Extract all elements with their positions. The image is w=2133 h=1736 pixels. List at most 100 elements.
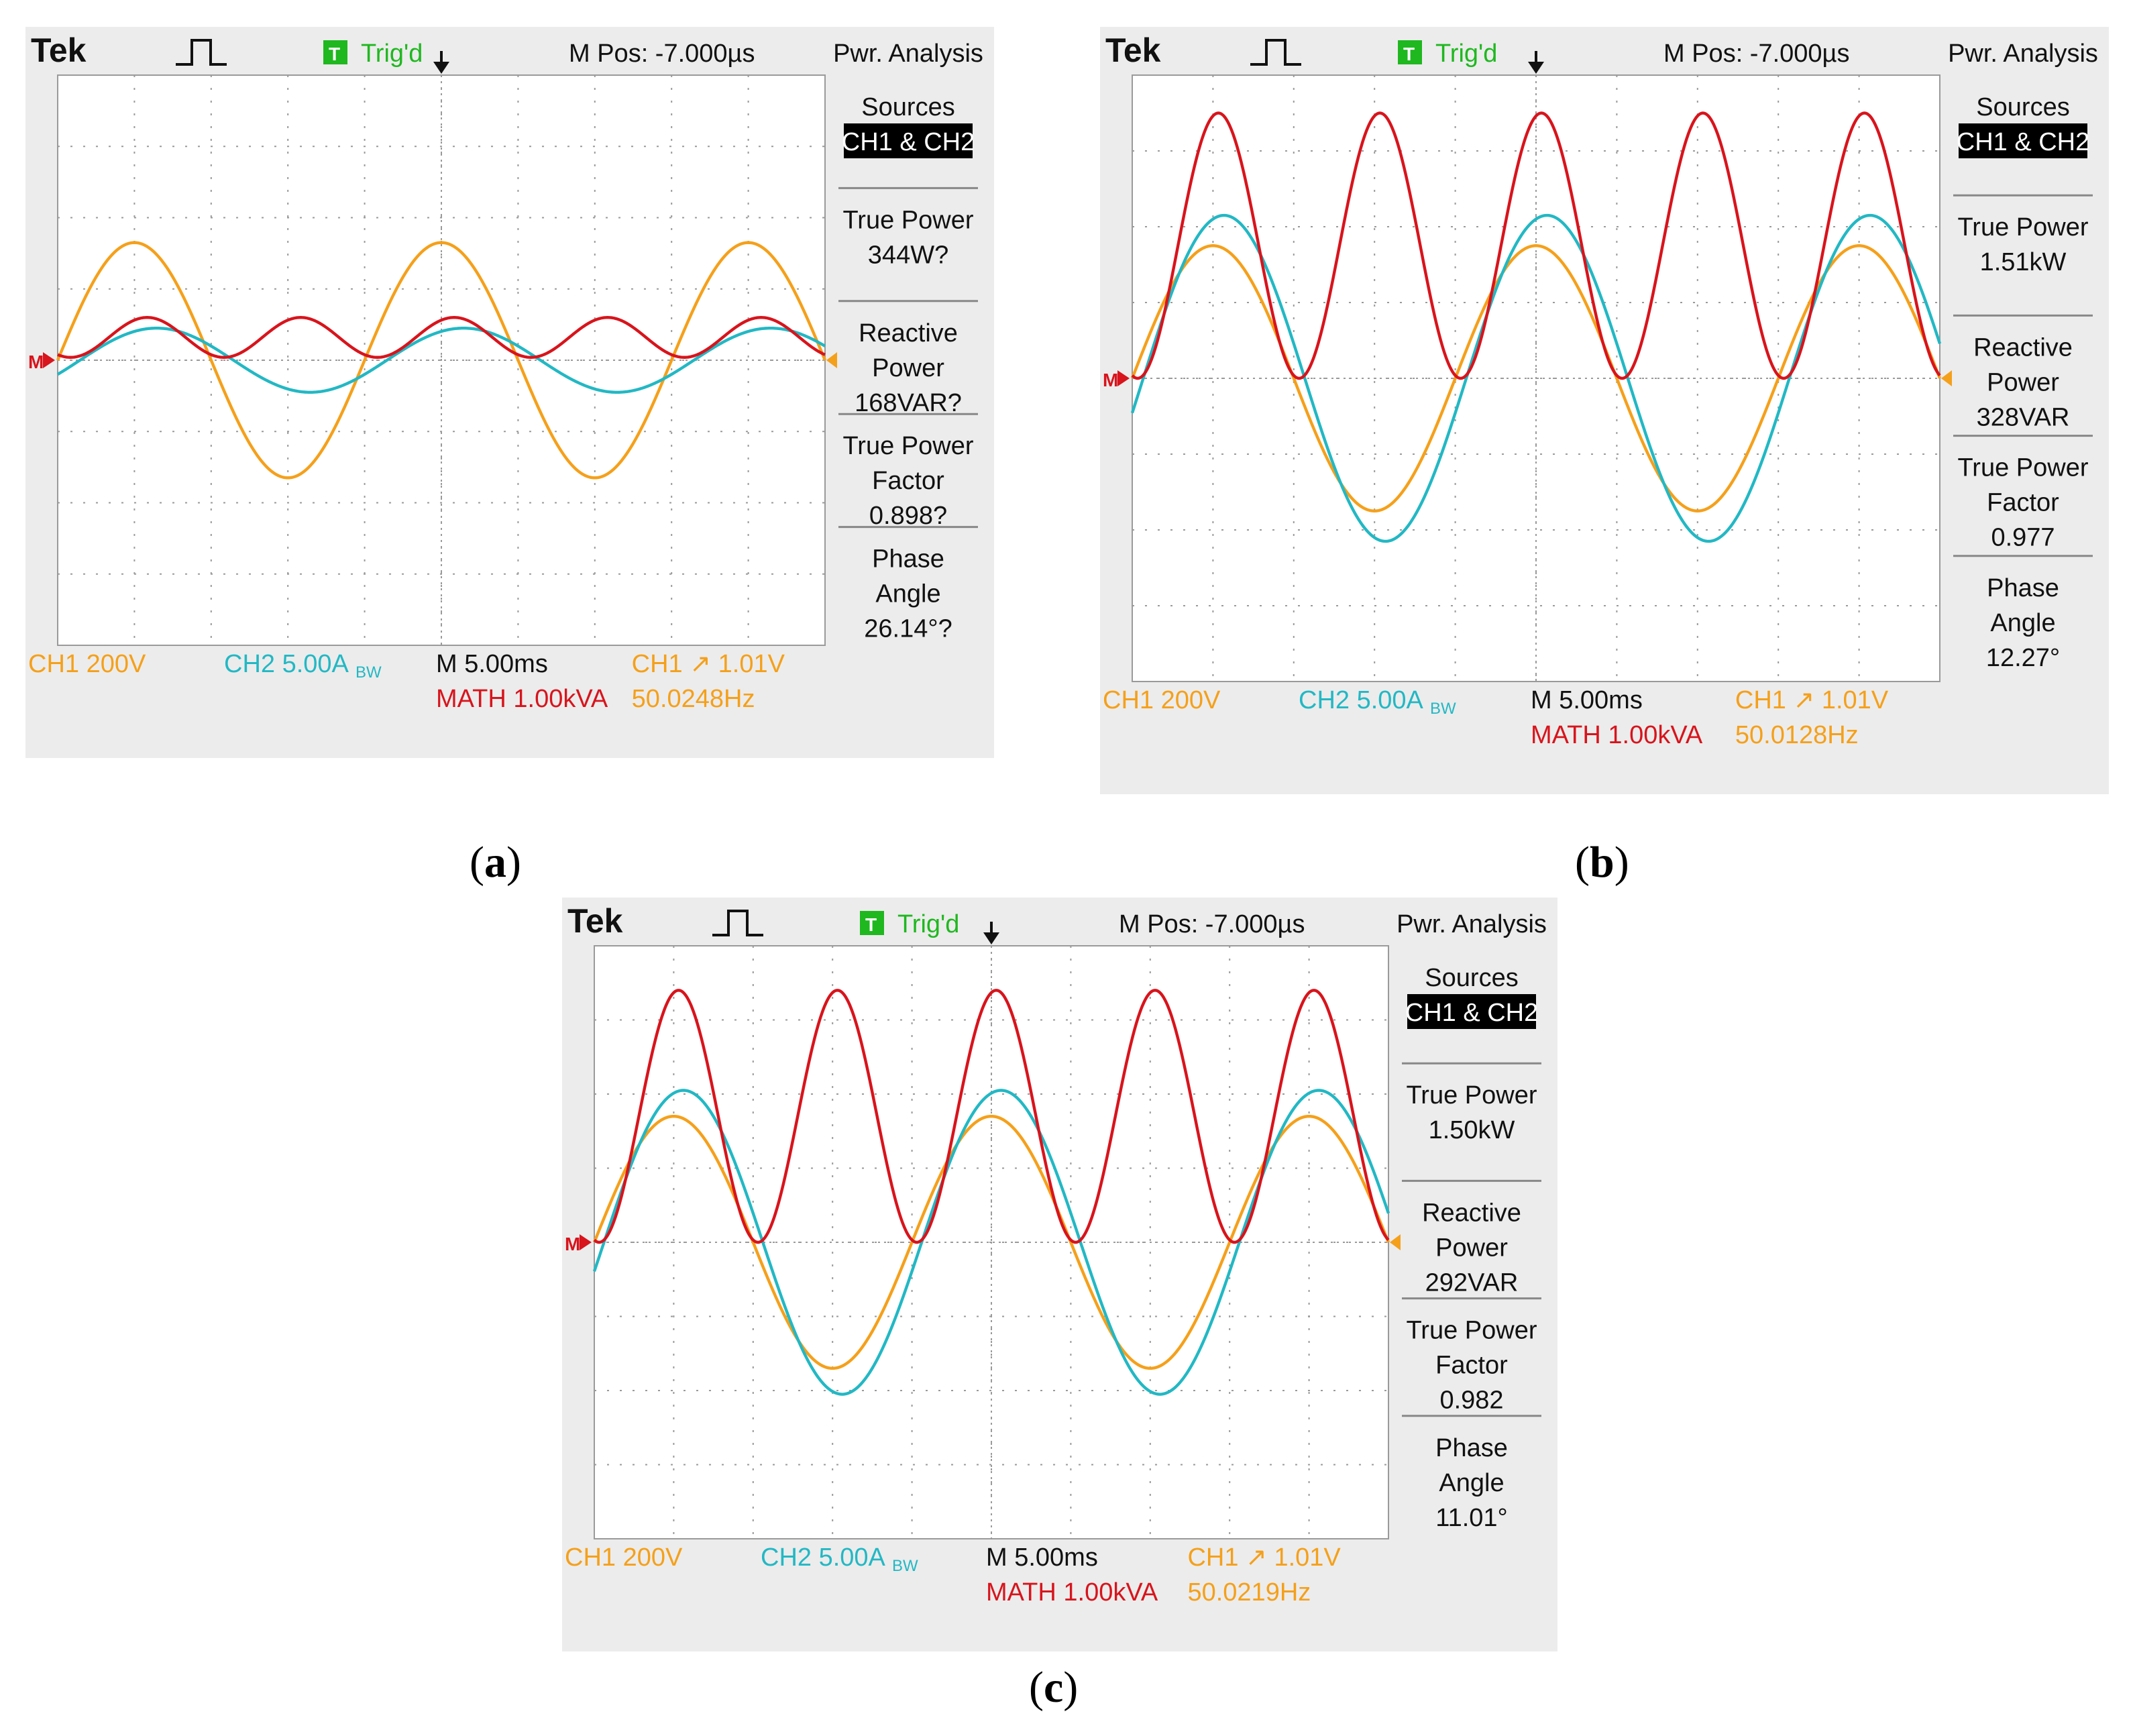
menu-title: Pwr. Analysis (1948, 40, 2098, 68)
menu-item-text: Sources (1425, 964, 1518, 992)
trigger-level-marker (826, 352, 837, 368)
menu-item-text: Power (1987, 368, 2059, 396)
sources-highlight-text: CH1 & CH2 (842, 128, 975, 156)
menu-title: Pwr. Analysis (833, 40, 983, 68)
menu-item-text: 0.898? (869, 502, 947, 530)
brand-logo: Tek (567, 902, 623, 940)
ground-marker (580, 1234, 592, 1250)
ch1-scale-readout: CH1 200V (28, 650, 146, 678)
menu-item-text: Angle (1990, 609, 2055, 637)
menu-item-text: Reactive (1973, 333, 2073, 362)
menu-item-text: Angle (875, 580, 940, 608)
menu-item-text: True Power (843, 432, 974, 460)
math-scale-readout: MATH 1.00kVA (436, 685, 608, 713)
trigger-readout: CH1 ↗ 1.01V (632, 650, 785, 678)
menu-item-text: True Power (1407, 1081, 1537, 1109)
menu-item-text: 12.27° (1986, 644, 2060, 672)
menu-item-text: Factor (1435, 1352, 1508, 1380)
menu-item-text: 0.982 (1439, 1387, 1503, 1415)
timebase-readout: M 5.00ms (1531, 686, 1643, 714)
menu-item-text: Factor (1987, 489, 2059, 517)
ch2-bandwidth-flag: BW (356, 663, 382, 682)
trig-icon-letter: T (1403, 44, 1415, 64)
trig-status: Trig'd (361, 40, 423, 68)
scope-screen-b: Tek T Trig'd M Pos: -7.000µs Pwr. Analysis M S… (1103, 32, 2098, 749)
trig-status-icon (1398, 40, 1422, 64)
brand-logo: Tek (31, 32, 87, 69)
trig-status: Trig'd (1435, 40, 1497, 68)
menu-item-text: Reactive (1422, 1199, 1521, 1227)
math-ground-label: M (565, 1234, 580, 1254)
caption-a: (a) (470, 838, 521, 887)
frequency-readout: 50.0248Hz (632, 685, 755, 713)
ch1-waveform (1130, 244, 1942, 512)
menu-item-text: Angle (1439, 1469, 1504, 1497)
mpos-readout: M Pos: -7.000µs (1663, 40, 1849, 68)
scope-panel-b: Tek T Trig'd M Pos: -7.000µs Pwr. Analysis M S… (1100, 27, 2109, 794)
menu-item-text: 1.51kW (1980, 248, 2067, 276)
menu-title: Pwr. Analysis (1397, 910, 1547, 938)
ground-marker (1117, 370, 1130, 386)
menu-item-text: 11.01° (1435, 1504, 1507, 1532)
mpos-readout: M Pos: -7.000µs (569, 40, 755, 68)
trig-status-icon (860, 911, 884, 935)
frequency-readout: 50.0219Hz (1187, 1578, 1311, 1607)
caption-c: (c) (1029, 1663, 1079, 1712)
menu-item-text: 26.14°? (864, 615, 952, 643)
menu-item-text: True Power (1958, 213, 2089, 241)
trig-icon-letter: T (329, 44, 340, 64)
mpos-readout: M Pos: -7.000µs (1119, 910, 1305, 938)
math-scale-readout: MATH 1.00kVA (1531, 721, 1703, 749)
math-waveform (1131, 111, 1941, 380)
menu-item-text: 344W? (868, 241, 948, 269)
menu-item-text: 328VAR (1977, 403, 2070, 431)
sources-highlight-box (1959, 123, 2087, 158)
menu-item-text: True Power (1958, 454, 2089, 482)
timebase-readout: M 5.00ms (986, 1543, 1098, 1572)
menu-item-text: Power (1435, 1234, 1508, 1262)
trig-icon-letter: T (865, 914, 877, 935)
math-waveform (593, 989, 1390, 1244)
trigger-position-marker (1528, 62, 1544, 74)
scope-screen-a: Tek T Trig'd M Pos: -7.000µs Pwr. Analysis M S… (28, 32, 983, 713)
menu-item-text: Reactive (859, 319, 958, 347)
menu-item-text: 168VAR? (855, 389, 962, 417)
caption-a-letter: a (484, 838, 506, 887)
menu-item-text: True Power (1407, 1317, 1537, 1345)
timebase-readout: M 5.00ms (436, 650, 548, 678)
scope-screen-c: Tek T Trig'd M Pos: -7.000µs Pwr. Analysis M S… (565, 902, 1547, 1607)
sources-highlight-text: CH1 & CH2 (1957, 128, 2090, 156)
scope-panel-c: Tek T Trig'd M Pos: -7.000µs Pwr. Analysis M S… (562, 898, 1557, 1651)
ch1-scale-readout: CH1 200V (1103, 686, 1221, 714)
ch2-scale-readout: CH2 5.00A (761, 1543, 886, 1572)
trigger-readout: CH1 ↗ 1.01V (1187, 1543, 1341, 1572)
ch1-scale-readout: CH1 200V (565, 1543, 683, 1572)
menu-item-text: Factor (872, 467, 944, 495)
menu-item-text: Phase (1987, 574, 2059, 602)
menu-item-text: Phase (872, 545, 944, 574)
menu-item-text: Sources (1976, 93, 2069, 121)
trig-status-icon (323, 40, 347, 64)
trigger-position-marker (983, 932, 999, 944)
acquisition-pulse-icon (176, 39, 227, 66)
ch1-waveform (56, 241, 827, 480)
brand-logo: Tek (1105, 32, 1161, 69)
trig-status: Trig'd (897, 910, 959, 938)
acquisition-pulse-icon (1250, 39, 1301, 66)
sources-highlight-text: CH1 & CH2 (1405, 999, 1539, 1027)
trigger-level-marker (1941, 370, 1952, 386)
menu-item-text: Sources (861, 93, 954, 121)
ch2-waveform (56, 327, 826, 394)
caption-c-letter: c (1043, 1663, 1064, 1712)
math-scale-readout: MATH 1.00kVA (986, 1578, 1158, 1607)
menu-item-text: 292VAR (1425, 1268, 1519, 1297)
trigger-readout: CH1 ↗ 1.01V (1735, 686, 1889, 714)
math-waveform (57, 316, 826, 359)
trigger-position-marker (433, 62, 449, 74)
sources-highlight-box (844, 123, 973, 158)
ch1-waveform (592, 1114, 1390, 1370)
menu-item-text: 0.977 (1991, 524, 2055, 552)
menu-item-text: True Power (843, 206, 974, 234)
math-ground-label: M (28, 351, 44, 372)
caption-b-letter: b (1589, 838, 1615, 887)
